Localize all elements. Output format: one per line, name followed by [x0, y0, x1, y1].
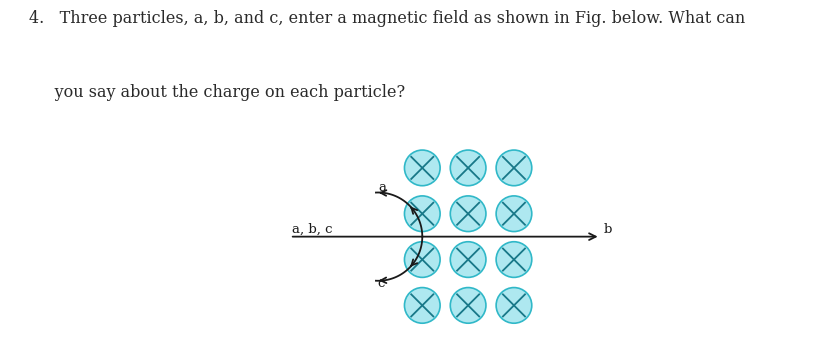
Text: a: a: [379, 181, 386, 194]
Text: c: c: [378, 277, 385, 290]
Circle shape: [404, 242, 440, 277]
Text: b: b: [604, 223, 612, 236]
Circle shape: [450, 287, 486, 323]
Circle shape: [496, 150, 532, 186]
Circle shape: [496, 196, 532, 231]
Circle shape: [450, 150, 486, 186]
Circle shape: [450, 196, 486, 231]
Circle shape: [496, 287, 532, 323]
Circle shape: [404, 150, 440, 186]
Text: a, b, c: a, b, c: [292, 222, 333, 235]
Circle shape: [450, 242, 486, 277]
Text: you say about the charge on each particle?: you say about the charge on each particl…: [29, 84, 406, 101]
Text: 4.   Three particles, a, b, and c, enter a magnetic field as shown in Fig. below: 4. Three particles, a, b, and c, enter a…: [29, 10, 746, 27]
Circle shape: [404, 287, 440, 323]
Circle shape: [496, 242, 532, 277]
Circle shape: [404, 196, 440, 231]
